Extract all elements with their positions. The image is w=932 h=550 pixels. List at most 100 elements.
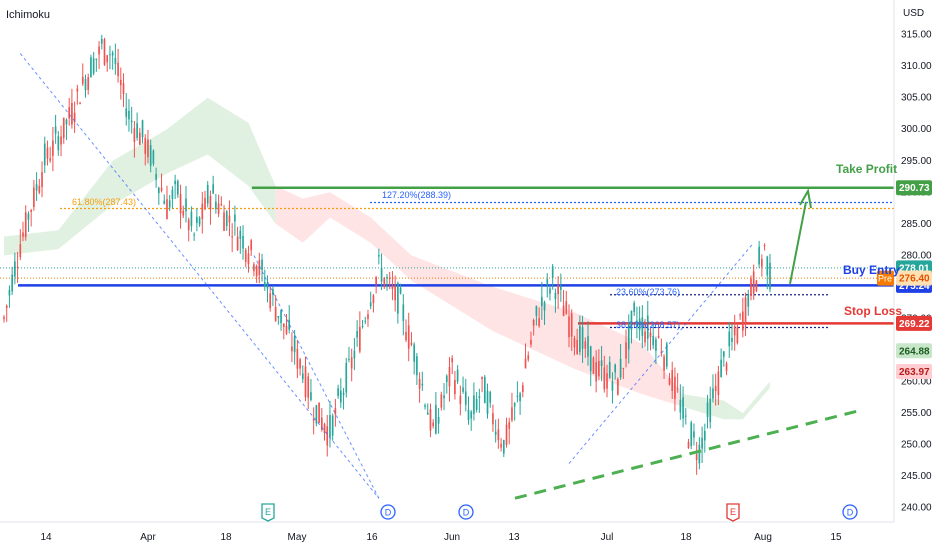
candle bbox=[611, 372, 614, 404]
candle-body bbox=[253, 264, 255, 272]
candle bbox=[174, 174, 176, 200]
candle-body bbox=[293, 336, 296, 353]
candle-body bbox=[511, 407, 513, 421]
candle-body bbox=[587, 336, 589, 357]
candle-body bbox=[630, 310, 633, 330]
candle bbox=[565, 290, 568, 315]
candle bbox=[709, 386, 712, 429]
candle-body bbox=[568, 316, 570, 338]
candle bbox=[187, 217, 190, 242]
candle-body bbox=[402, 304, 405, 321]
candle-body bbox=[516, 395, 519, 397]
candle bbox=[198, 216, 201, 227]
candle-body bbox=[695, 454, 698, 461]
candle-body bbox=[560, 286, 562, 290]
badge-last-price-text: 278.01 bbox=[899, 263, 930, 274]
event-marker-earnings[interactable]: E bbox=[261, 503, 275, 522]
candle-body bbox=[356, 331, 358, 338]
candle bbox=[731, 323, 733, 351]
candle bbox=[111, 50, 114, 70]
candle-body bbox=[244, 249, 247, 262]
candle-body bbox=[405, 332, 407, 341]
y-tick-label: 315.00 bbox=[901, 30, 932, 41]
candle-body bbox=[71, 102, 73, 125]
candle bbox=[128, 99, 130, 132]
candle-body bbox=[46, 147, 49, 159]
candle bbox=[744, 292, 747, 336]
candle bbox=[655, 336, 657, 365]
candle bbox=[706, 394, 709, 429]
candle bbox=[160, 173, 163, 193]
candle-body bbox=[312, 419, 315, 421]
candle bbox=[521, 382, 524, 398]
candle-body bbox=[606, 373, 608, 389]
candle bbox=[372, 293, 375, 313]
candle-body bbox=[95, 58, 98, 60]
candle-body bbox=[492, 413, 494, 425]
candle bbox=[285, 313, 288, 336]
candle-body bbox=[557, 285, 559, 295]
candle bbox=[546, 273, 549, 298]
candle-body bbox=[174, 180, 176, 185]
candle bbox=[212, 175, 214, 195]
candle-body bbox=[166, 199, 168, 220]
x-tick-label: 13 bbox=[508, 532, 520, 543]
candle-body bbox=[448, 367, 451, 387]
fib-127-label: 127.20%(288.39) bbox=[382, 190, 451, 200]
candle bbox=[761, 254, 763, 277]
candle-body bbox=[421, 383, 424, 386]
event-marker-dividend[interactable]: D bbox=[842, 504, 858, 520]
candle-body bbox=[179, 194, 182, 214]
candle-body bbox=[111, 52, 114, 56]
candle bbox=[353, 338, 356, 371]
candle bbox=[492, 404, 494, 432]
candle-body bbox=[329, 414, 331, 437]
candle-body bbox=[138, 132, 141, 145]
candle-body bbox=[84, 78, 87, 91]
candle bbox=[65, 118, 68, 141]
candle bbox=[668, 373, 671, 386]
candle-body bbox=[378, 255, 380, 257]
badge-take-profit-text: 290.73 bbox=[899, 183, 930, 194]
candle bbox=[100, 34, 103, 50]
candle bbox=[470, 410, 473, 431]
candle-body bbox=[684, 415, 687, 417]
candle bbox=[579, 315, 581, 356]
candle-body bbox=[19, 244, 22, 258]
candle-body bbox=[397, 282, 399, 314]
event-marker-dividend[interactable]: D bbox=[458, 504, 474, 520]
candle-body bbox=[106, 55, 109, 63]
candle-body bbox=[109, 54, 111, 56]
candle-body bbox=[562, 305, 565, 317]
candle-body bbox=[171, 189, 174, 199]
candle bbox=[584, 337, 587, 358]
candle bbox=[369, 291, 372, 310]
candle bbox=[193, 232, 195, 241]
candle-body bbox=[741, 311, 744, 331]
candle bbox=[467, 396, 470, 425]
candle-body bbox=[679, 399, 682, 413]
candle-body bbox=[573, 338, 576, 348]
event-marker-dividend[interactable]: D bbox=[380, 504, 396, 520]
y-tick-label: 310.00 bbox=[901, 61, 932, 72]
candle bbox=[119, 67, 122, 100]
event-marker-earnings-red[interactable]: E bbox=[726, 503, 740, 522]
candle bbox=[413, 342, 416, 375]
candle-body bbox=[177, 180, 179, 195]
candle-body bbox=[486, 391, 489, 415]
candle bbox=[445, 374, 448, 394]
candle-body bbox=[323, 424, 326, 433]
candle bbox=[43, 136, 46, 174]
candle-body bbox=[579, 325, 581, 352]
candle bbox=[220, 196, 223, 207]
candle bbox=[500, 438, 502, 452]
candle-body bbox=[315, 405, 318, 424]
candle bbox=[698, 437, 701, 470]
candle bbox=[81, 63, 84, 86]
candle bbox=[3, 315, 5, 323]
candle bbox=[277, 316, 280, 325]
candle-body bbox=[391, 285, 394, 289]
candle-body bbox=[744, 297, 747, 324]
indicator-label[interactable]: Ichimoku bbox=[6, 9, 50, 21]
